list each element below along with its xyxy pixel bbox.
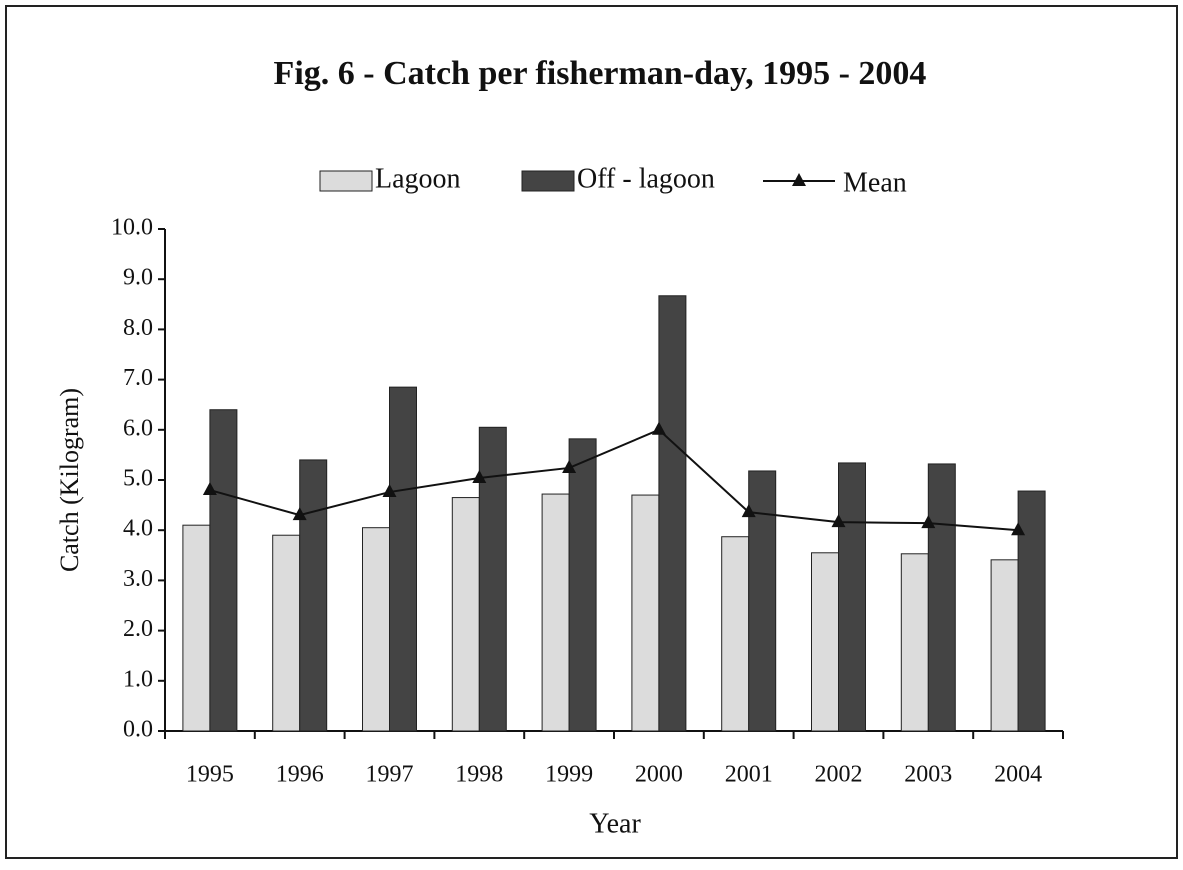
bar (299, 459, 328, 732)
legend-swatch (521, 170, 575, 192)
mean-marker (741, 504, 756, 518)
bar (272, 534, 301, 732)
y-tick-label: 7.0 (123, 365, 153, 391)
x-tick-label: 2003 (904, 762, 952, 788)
y-tick-label: 5.0 (123, 466, 153, 492)
x-tick-label: 2000 (635, 762, 683, 788)
bar (721, 536, 750, 732)
mean-marker (651, 421, 666, 435)
bar (748, 470, 777, 732)
legend-label: Lagoon (375, 163, 461, 194)
mean-marker (472, 469, 487, 483)
legend-label: Off - lagoon (577, 163, 715, 194)
bar (182, 524, 211, 732)
y-axis-label: Catch (Kilogram) (55, 388, 84, 572)
bar (927, 463, 956, 732)
y-tick-label: 2.0 (123, 616, 153, 642)
x-tick-label: 2001 (725, 762, 773, 788)
y-tick-label: 1.0 (123, 666, 153, 692)
chart-title: Fig. 6 - Catch per fisherman-day, 1995 -… (274, 55, 927, 92)
bar (658, 295, 687, 732)
y-tick-label: 9.0 (123, 265, 153, 291)
x-tick-label: 1996 (276, 762, 324, 788)
mean-marker (562, 459, 577, 473)
x-tick-label: 1997 (366, 762, 414, 788)
y-tick-label: 8.0 (123, 315, 153, 341)
mean-marker (1011, 522, 1026, 536)
y-tick-label: 4.0 (123, 516, 153, 542)
bar (900, 553, 929, 732)
bar (838, 462, 866, 732)
mean-marker (382, 484, 397, 498)
bar (362, 527, 390, 732)
bar (1017, 490, 1046, 732)
legend-swatch (319, 170, 373, 192)
y-tick-label: 3.0 (123, 566, 153, 592)
mean-marker (921, 515, 936, 529)
x-tick-label: 2002 (815, 762, 863, 788)
y-tick-label: 10.0 (111, 215, 153, 241)
x-tick-label: 2004 (994, 762, 1042, 788)
bar (389, 386, 417, 732)
y-tick-label: 0.0 (123, 717, 153, 743)
bar (209, 409, 238, 732)
mean-marker (831, 514, 846, 528)
legend-marker (792, 173, 806, 186)
x-axis-label: Year (589, 808, 641, 839)
bar (631, 494, 660, 732)
bar (990, 559, 1019, 732)
legend-label: Mean (843, 167, 907, 198)
bar (811, 552, 839, 732)
y-tick-label: 6.0 (123, 415, 153, 441)
bar (568, 438, 597, 732)
mean-marker (292, 507, 307, 521)
x-tick-label: 1998 (455, 762, 503, 788)
bar (541, 493, 570, 732)
x-tick-label: 1999 (545, 762, 593, 788)
x-tick-label: 1995 (186, 762, 234, 788)
mean-line (209, 428, 1019, 532)
bar (478, 426, 507, 732)
mean-marker (202, 482, 217, 496)
bar (451, 497, 480, 732)
